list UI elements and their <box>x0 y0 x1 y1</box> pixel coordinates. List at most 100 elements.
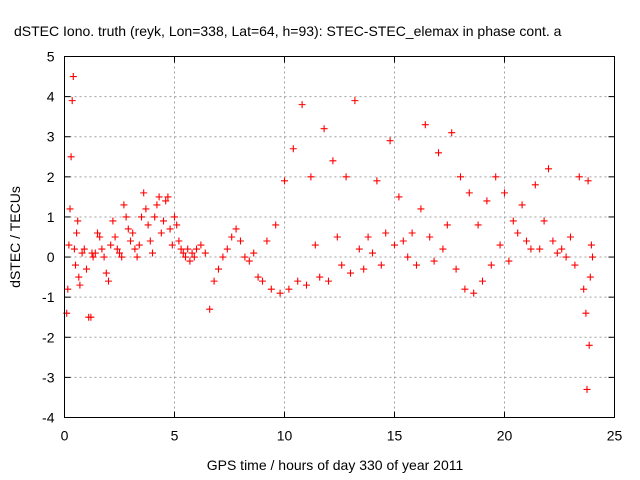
grid-lines <box>64 56 615 418</box>
data-point <box>303 281 310 289</box>
data-point <box>408 229 416 237</box>
data-point <box>89 253 97 261</box>
data-point <box>75 273 83 281</box>
data-point <box>355 245 363 253</box>
x-tick-label: 10 <box>277 428 293 444</box>
data-point <box>583 385 591 393</box>
x-tick-label: 0 <box>61 428 69 444</box>
data-marks <box>63 73 596 393</box>
plot-frame <box>64 56 615 418</box>
data-point <box>87 313 95 321</box>
data-point <box>149 249 156 257</box>
data-point <box>254 273 262 281</box>
data-point <box>399 237 407 245</box>
data-point <box>435 149 442 157</box>
y-axis: -4 -3 -2 -1 0 1 2 3 4 5 <box>42 49 615 426</box>
data-point <box>281 177 288 185</box>
data-point <box>448 129 456 137</box>
data-point <box>338 261 346 269</box>
data-point <box>514 229 522 237</box>
data-point <box>294 277 302 285</box>
data-point <box>325 277 332 285</box>
data-point <box>562 253 570 261</box>
data-point <box>496 241 504 249</box>
data-point <box>138 213 145 221</box>
data-point <box>184 245 192 253</box>
data-point <box>193 245 200 253</box>
data-point <box>267 285 275 293</box>
data-point <box>582 309 590 317</box>
data-point <box>66 205 74 213</box>
data-point <box>558 245 566 253</box>
data-point <box>413 261 420 269</box>
data-point <box>342 173 350 181</box>
y-tick-label: -4 <box>42 410 55 426</box>
data-point <box>531 181 539 189</box>
data-point <box>527 245 535 253</box>
data-point <box>404 253 412 261</box>
data-point <box>289 145 297 153</box>
data-point <box>307 173 315 181</box>
data-point <box>540 217 548 225</box>
data-point <box>585 341 593 349</box>
data-point <box>421 121 429 129</box>
data-point <box>461 285 469 293</box>
data-point <box>175 237 183 245</box>
data-point <box>153 201 161 209</box>
data-point <box>382 229 390 237</box>
data-point <box>96 233 104 241</box>
data-point <box>160 217 167 225</box>
data-point <box>78 249 86 257</box>
data-point <box>536 245 544 253</box>
data-point <box>102 269 110 277</box>
data-point <box>111 233 119 241</box>
data-point <box>320 125 328 133</box>
data-point <box>245 257 253 265</box>
data-point <box>487 261 495 269</box>
data-point <box>142 205 150 213</box>
data-point <box>452 265 460 273</box>
data-point <box>276 289 284 297</box>
y-tick-label: 5 <box>47 49 55 65</box>
data-point <box>443 221 451 229</box>
data-point <box>188 249 196 257</box>
data-point <box>298 101 306 109</box>
data-point <box>369 249 376 257</box>
data-point <box>518 201 526 209</box>
data-point <box>70 245 78 253</box>
data-point <box>206 305 214 313</box>
data-point <box>228 233 236 241</box>
data-point <box>492 173 500 181</box>
data-point <box>586 273 594 281</box>
data-point <box>98 245 106 253</box>
data-point <box>553 249 561 257</box>
data-point <box>285 285 293 293</box>
y-tick-label: 2 <box>47 169 55 185</box>
data-point <box>505 257 513 265</box>
data-point <box>575 173 583 181</box>
data-point <box>91 249 99 257</box>
x-axis: 0 5 10 15 20 25 <box>61 56 622 444</box>
data-point <box>201 249 209 257</box>
data-point <box>470 289 478 297</box>
data-point <box>580 285 588 293</box>
chart-title: dSTEC Iono. truth (reyk, Lon=338, Lat=64… <box>14 23 562 39</box>
data-point <box>120 201 128 209</box>
data-point <box>105 277 112 285</box>
data-point <box>140 189 148 197</box>
data-point <box>386 137 394 145</box>
data-point <box>100 253 108 261</box>
data-point <box>94 229 101 237</box>
data-point <box>155 193 163 201</box>
data-point <box>241 253 249 261</box>
data-point <box>131 245 139 253</box>
data-point <box>74 217 82 225</box>
data-point <box>501 189 508 197</box>
data-point <box>177 245 185 253</box>
data-point <box>439 245 447 253</box>
data-point <box>545 165 552 173</box>
data-point <box>215 265 222 273</box>
data-point <box>171 213 178 221</box>
data-point <box>223 245 231 253</box>
